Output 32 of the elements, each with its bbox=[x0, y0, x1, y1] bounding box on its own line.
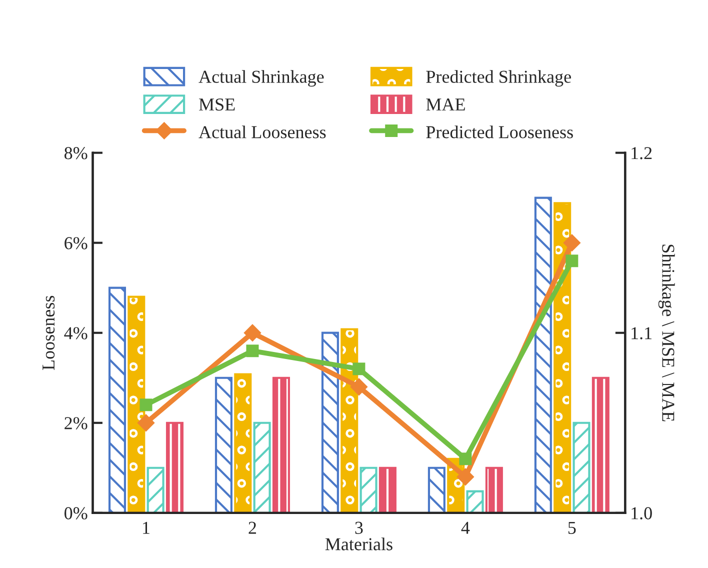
point bbox=[352, 362, 366, 376]
y-tick-label: 4% bbox=[64, 327, 88, 340]
x-tick-label: 5 bbox=[568, 522, 576, 534]
y-tick-label: 0% bbox=[64, 507, 88, 520]
x-tick-label: 2 bbox=[248, 522, 256, 534]
legend-label: MSE bbox=[199, 98, 235, 111]
y-tick-label: 8% bbox=[64, 147, 88, 160]
x-tick-label: 4 bbox=[461, 522, 470, 534]
point bbox=[244, 324, 262, 342]
point bbox=[566, 254, 578, 268]
y2-tick-label: 1.1 bbox=[632, 327, 652, 340]
legend-label: Actual Looseness bbox=[198, 126, 326, 138]
legend-label: Predicted Looseness bbox=[426, 126, 573, 138]
y2-axis-title: Shrinkage \ MSE \ MAE bbox=[658, 244, 675, 422]
y-tick-label: 6% bbox=[64, 237, 88, 250]
y2-tick-label: 1.0 bbox=[632, 507, 652, 520]
x-tick-label: 1 bbox=[143, 522, 150, 534]
x-tick-label: 3 bbox=[355, 522, 363, 534]
point bbox=[459, 452, 472, 466]
point bbox=[350, 378, 368, 396]
y2-tick-label: 1.2 bbox=[632, 147, 652, 160]
legend-label: Predicted Shrinkage bbox=[426, 70, 571, 87]
y-axis-title: Looseness bbox=[42, 296, 55, 370]
x-axis-title: Materials bbox=[325, 538, 392, 550]
legend-label: MAE bbox=[426, 98, 465, 110]
legend-label: Actual Shrinkage bbox=[198, 70, 324, 87]
point bbox=[563, 234, 580, 252]
point bbox=[246, 344, 259, 358]
point bbox=[137, 414, 155, 432]
point bbox=[456, 468, 474, 486]
point bbox=[140, 398, 152, 412]
y-tick-label: 2% bbox=[64, 417, 88, 430]
